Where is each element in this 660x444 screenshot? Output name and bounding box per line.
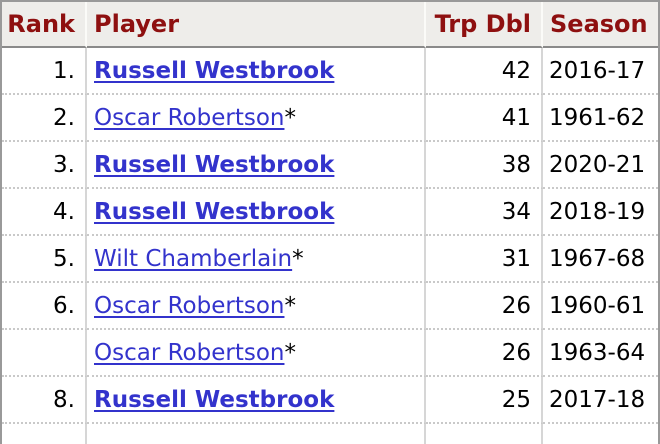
trp-dbl-cell: 34 [426,189,543,236]
season-cell: 1963-64 [543,330,658,377]
column-header-trp_dbl: Trp Dbl [426,2,543,48]
table-row: 4. Russell Westbrook 34 2018-19 [2,189,658,236]
trp-dbl-cell: 25 [426,377,543,424]
rank-cell [2,330,87,377]
table-row: 3. Russell Westbrook 38 2020-21 [2,142,658,189]
header-row: Rank Player Trp Dbl Season [2,2,658,48]
hof-asterisk: * [292,245,304,272]
column-header-rank: Rank [2,2,87,48]
trp-dbl-cell: 42 [426,48,543,95]
column-header-player: Player [87,2,426,48]
trp-dbl-cell: 31 [426,236,543,283]
season-cell: 2020-21 [543,142,658,189]
player-cell: Oscar Robertson* [87,330,426,377]
rank-cell: 3. [2,142,87,189]
season-cell: 1961-62 [543,95,658,142]
player-cell: Oscar Robertson* [87,95,426,142]
player-link[interactable]: Russell Westbrook [94,386,335,413]
player-link[interactable]: Oscar Robertson [94,339,285,366]
trp-dbl-cell: 26 [426,330,543,377]
hof-asterisk: * [284,339,296,366]
rank-cell: 6. [2,283,87,330]
empty-cell [87,424,426,444]
player-link[interactable]: Oscar Robertson [94,292,285,319]
table-row: 8. Russell Westbrook 25 2017-18 [2,377,658,424]
rank-cell: 8. [2,377,87,424]
player-cell: Wilt Chamberlain* [87,236,426,283]
season-cell: 1967-68 [543,236,658,283]
player-cell: Russell Westbrook [87,189,426,236]
rank-cell: 2. [2,95,87,142]
player-link[interactable]: Russell Westbrook [94,57,335,84]
empty-cell [426,424,543,444]
player-cell: Oscar Robertson* [87,283,426,330]
rank-cell: 1. [2,48,87,95]
player-link[interactable]: Oscar Robertson [94,104,285,131]
rank-cell: 5. [2,236,87,283]
player-link[interactable]: Wilt Chamberlain [94,245,293,272]
table-row: 2. Oscar Robertson* 41 1961-62 [2,95,658,142]
trp-dbl-cell: 26 [426,283,543,330]
table-row: Oscar Robertson* 26 1963-64 [2,330,658,377]
player-cell: Russell Westbrook [87,48,426,95]
player-cell: Russell Westbrook [87,377,426,424]
trp-dbl-cell: 38 [426,142,543,189]
empty-cell [2,424,87,444]
table-row: 1. Russell Westbrook 42 2016-17 [2,48,658,95]
player-cell: Russell Westbrook [87,142,426,189]
table-row: 5. Wilt Chamberlain* 31 1967-68 [2,236,658,283]
season-cell: 2018-19 [543,189,658,236]
column-header-season: Season [543,2,658,48]
season-cell: 2016-17 [543,48,658,95]
partial-row [2,424,658,444]
table-row: 6. Oscar Robertson* 26 1960-61 [2,283,658,330]
hof-asterisk: * [284,104,296,131]
player-link[interactable]: Russell Westbrook [94,198,335,225]
empty-cell [543,424,658,444]
rank-cell: 4. [2,189,87,236]
trp-dbl-cell: 41 [426,95,543,142]
player-link[interactable]: Russell Westbrook [94,151,335,178]
season-cell: 2017-18 [543,377,658,424]
table-body: 1. Russell Westbrook 42 2016-17 2. Oscar Robe… [2,48,658,444]
hof-asterisk: * [284,292,296,319]
season-cell: 1960-61 [543,283,658,330]
